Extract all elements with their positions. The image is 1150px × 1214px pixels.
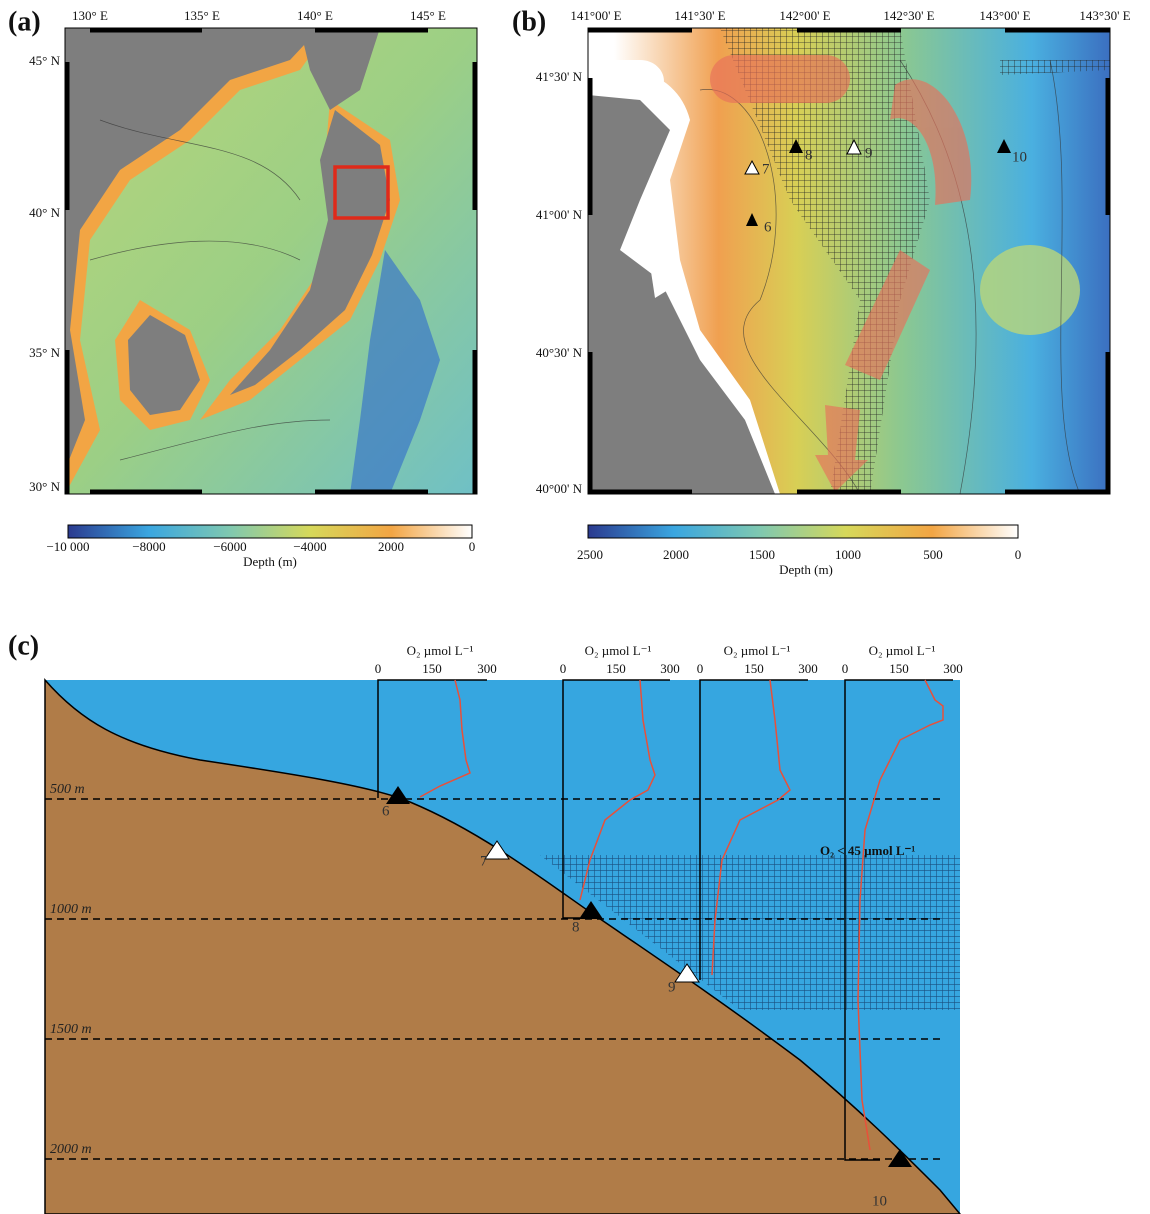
lon-tick: 142°00' E: [779, 8, 830, 23]
lat-tick: 45° N: [29, 53, 60, 68]
map-b: [588, 28, 1110, 494]
colorbar-tick: −6000: [213, 539, 246, 554]
lat-tick: 35° N: [29, 345, 60, 360]
lat-tick: 41°30' N: [536, 69, 583, 84]
current-arrows: [710, 55, 972, 492]
station-label: 9: [865, 145, 873, 161]
lon-tick: 141°30' E: [674, 8, 725, 23]
profile-tick: 150: [422, 661, 442, 676]
colorbar-tick: 2000: [378, 539, 404, 554]
lon-tick: 142°30' E: [883, 8, 934, 23]
station-label: 6: [382, 803, 390, 819]
colorbar-tick: −4000: [293, 539, 326, 554]
lon-tick: 143°00' E: [979, 8, 1030, 23]
profile-tick: 300: [660, 661, 680, 676]
colorbar-tick: 0: [1015, 547, 1022, 562]
profile-tick: 300: [477, 661, 497, 676]
profile-labels: O₂ µmol L⁻¹ 0 150 300 O₂ µmol L⁻¹ 0 150 …: [375, 643, 963, 676]
profile-tick: 150: [889, 661, 909, 676]
colorbar-title: Depth (m): [243, 554, 297, 569]
map-frame: [64, 27, 478, 495]
lon-tick: 145° E: [410, 8, 446, 23]
profile-title: O₂ µmol L⁻¹: [407, 643, 474, 658]
colorbar-tick: 2000: [663, 547, 689, 562]
profile-tick: 150: [744, 661, 764, 676]
lon-tick: 143°30' E: [1079, 8, 1130, 23]
frame-ticks: [587, 27, 1111, 495]
seabed: [44, 678, 961, 1214]
profile-tick: 0: [697, 661, 704, 676]
profile-title: O₂ µmol L⁻¹: [869, 643, 936, 658]
stations-c: 6 7 8 9 10: [382, 786, 912, 1209]
colorbar-title: Depth (m): [779, 562, 833, 577]
colorbar: [67, 524, 473, 539]
panel-label: (c): [8, 630, 39, 661]
colorbar-tick: −10 000: [46, 539, 89, 554]
map-a: [65, 28, 477, 494]
profile-tick: 150: [606, 661, 626, 676]
lat-tick: 40°30' N: [536, 345, 583, 360]
profile-title: O₂ µmol L⁻¹: [585, 643, 652, 658]
profile-tick: 0: [560, 661, 567, 676]
lon-tick: 135° E: [184, 8, 220, 23]
panel-label: (a): [8, 6, 41, 37]
colorbar-tick: 1000: [835, 547, 861, 562]
lon-tick: 141°00' E: [570, 8, 621, 23]
station-label: 7: [480, 853, 488, 869]
hypoxic-zone: [540, 855, 960, 1010]
panel-c: (c) 500 m 1000 m 1500 m 2000 m O₂ µmol L…: [8, 630, 963, 1214]
depth-label: 1000 m: [50, 902, 92, 917]
panel-label: (b): [512, 6, 546, 37]
station-label: 10: [872, 1193, 887, 1209]
depth-lines: [45, 798, 945, 1160]
station-label: 7: [762, 161, 770, 177]
panel-b: (b) 141°00' E 141°30' E 142°00' E 142°30…: [512, 6, 1131, 577]
panel-a: (a) 130° E 135° E 140° E 145° E 45° N 40…: [8, 6, 478, 569]
colorbar-tick: 500: [923, 547, 943, 562]
lat-tick: 40° N: [29, 205, 60, 220]
frame-ticks: [64, 27, 478, 495]
o2-profiles: [419, 679, 944, 1151]
stations-b: 6 7 8 9 10: [744, 138, 1027, 235]
depth-label: 2000 m: [50, 1142, 92, 1157]
profile-tick: 300: [798, 661, 818, 676]
station-label: 10: [1012, 149, 1027, 165]
hypoxia-label: O₂ < 45 µmol L⁻¹: [820, 843, 915, 858]
lon-tick: 130° E: [72, 8, 108, 23]
station-label: 8: [805, 147, 813, 163]
profile-tick: 0: [842, 661, 849, 676]
colorbar-tick: 0: [469, 539, 476, 554]
colorbar-tick: 1500: [749, 547, 775, 562]
lat-tick: 40°00' N: [536, 481, 583, 496]
station-label: 9: [668, 979, 676, 995]
station-label: 6: [764, 219, 772, 235]
profile-title: O₂ µmol L⁻¹: [724, 643, 791, 658]
profile-axes: [377, 679, 953, 1161]
colorbar-tick: 2500: [577, 547, 603, 562]
lat-tick: 30° N: [29, 479, 60, 494]
depth-label: 500 m: [50, 782, 85, 797]
depth-label: 1500 m: [50, 1022, 92, 1037]
colorbar: [587, 524, 1019, 539]
station-label: 8: [572, 919, 580, 935]
colorbar-tick: −8000: [132, 539, 165, 554]
profile-tick: 0: [375, 661, 382, 676]
lon-tick: 140° E: [297, 8, 333, 23]
lat-tick: 41°00' N: [536, 207, 583, 222]
profile-tick: 300: [943, 661, 963, 676]
